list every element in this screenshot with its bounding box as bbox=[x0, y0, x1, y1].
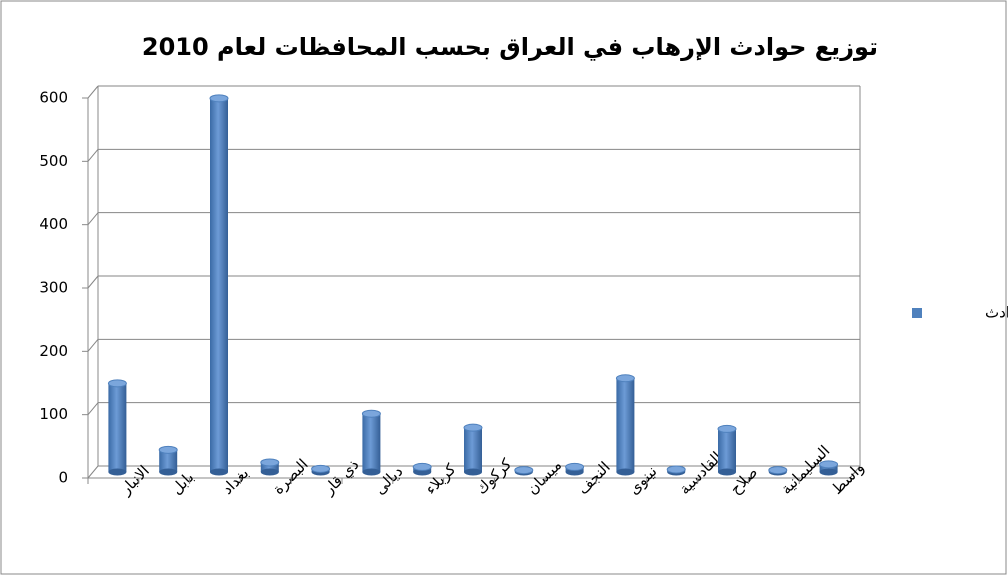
bar-base bbox=[616, 468, 635, 476]
bar bbox=[718, 428, 736, 472]
bar-cap bbox=[615, 374, 635, 383]
grid-line bbox=[87, 465, 99, 479]
bar-base bbox=[362, 468, 381, 476]
bar-cap bbox=[311, 464, 331, 473]
chart-title: توزيع حوادث الإرهاب في العراق بحسب المحا… bbox=[142, 33, 878, 61]
grid-line bbox=[87, 85, 99, 99]
legend-swatch bbox=[912, 308, 922, 318]
grid-line bbox=[87, 212, 99, 225]
bar-base bbox=[718, 468, 736, 476]
bar-base bbox=[260, 468, 279, 476]
bar-base bbox=[108, 468, 127, 476]
bar-cap bbox=[260, 458, 280, 467]
bar-cap bbox=[565, 462, 585, 471]
bar-cap bbox=[463, 423, 483, 432]
bar-cap bbox=[361, 409, 381, 418]
bar-base bbox=[464, 468, 482, 476]
bar bbox=[159, 449, 178, 472]
bar bbox=[210, 98, 228, 472]
grid-line bbox=[87, 339, 99, 352]
bar bbox=[616, 378, 635, 472]
legend-label: الحوادث bbox=[985, 304, 1008, 322]
bar-cap bbox=[158, 445, 178, 454]
bar-cap bbox=[209, 94, 229, 103]
y-tick-label: 0 bbox=[58, 469, 68, 487]
y-tick-label: 200 bbox=[39, 342, 68, 360]
bar bbox=[362, 413, 381, 472]
grid-line bbox=[87, 275, 99, 289]
bar-base bbox=[210, 468, 228, 476]
y-tick-label: 600 bbox=[39, 89, 68, 107]
bar bbox=[108, 383, 127, 472]
bar-base bbox=[819, 468, 838, 476]
floor-line bbox=[849, 465, 861, 479]
bar-cap bbox=[768, 466, 788, 475]
bar-base bbox=[159, 468, 178, 476]
bar-cap bbox=[819, 460, 839, 469]
y-tick-label: 300 bbox=[39, 279, 68, 297]
bar-cap bbox=[717, 424, 737, 433]
y-tick-label: 100 bbox=[39, 405, 68, 423]
grid-line bbox=[87, 149, 99, 162]
grid-line bbox=[87, 402, 99, 415]
y-tick-label: 400 bbox=[39, 215, 68, 233]
bar-cap bbox=[412, 462, 432, 471]
bar bbox=[464, 427, 482, 472]
bar-cap bbox=[666, 465, 686, 474]
y-tick-label: 500 bbox=[39, 152, 68, 170]
bar bbox=[260, 462, 279, 472]
bar-cap bbox=[107, 379, 127, 388]
bar-cap bbox=[514, 466, 534, 475]
